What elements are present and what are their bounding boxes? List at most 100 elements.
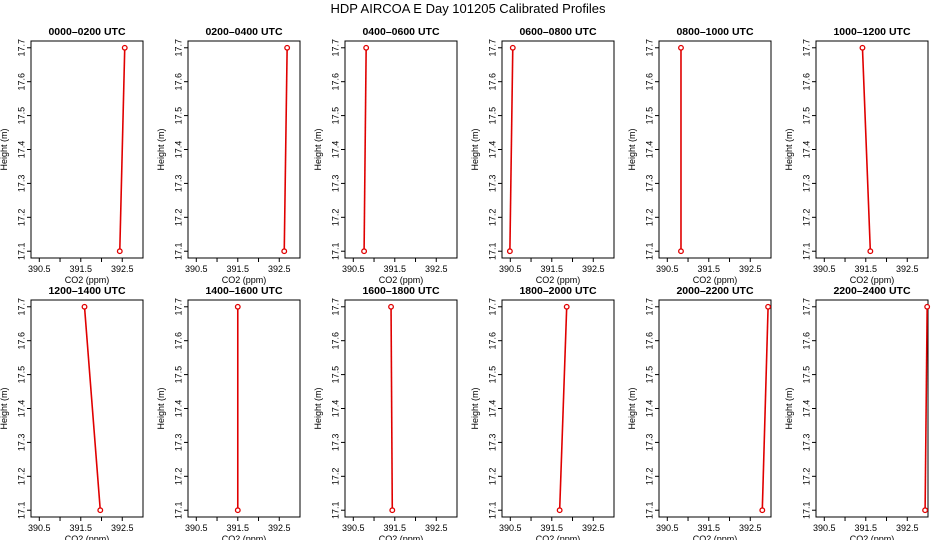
data-point xyxy=(116,248,123,255)
data-point xyxy=(678,248,684,255)
x-tick-label: 392.5 xyxy=(896,264,919,274)
x-tick-label: 392.5 xyxy=(582,264,605,274)
y-tick-label: 17.1 xyxy=(16,501,26,519)
y-axis-label: Height (m) xyxy=(784,387,794,429)
x-tick-label: 392.5 xyxy=(111,523,134,533)
y-tick-label: 17.4 xyxy=(487,400,497,418)
y-tick-label: 17.1 xyxy=(330,501,340,519)
plot-frame xyxy=(815,299,929,518)
y-tick-label: 17.7 xyxy=(173,298,183,316)
plot-frame xyxy=(815,40,929,259)
x-tick-label: 390.5 xyxy=(813,264,836,274)
chart-main-title: HDP AIRCOA E Day 101205 Calibrated Profi… xyxy=(330,1,606,16)
profile-line xyxy=(509,47,514,252)
x-tick-label: 392.5 xyxy=(582,523,605,533)
y-tick-label: 17.1 xyxy=(801,501,811,519)
y-axis-label: Height (m) xyxy=(627,387,637,429)
x-tick-label: 390.5 xyxy=(499,523,522,533)
panel-title: 1600–1800 UTC xyxy=(362,285,439,297)
x-tick-label: 392.5 xyxy=(425,523,448,533)
y-tick-label: 17.3 xyxy=(16,434,26,452)
y-tick-label: 17.7 xyxy=(644,298,654,316)
x-axis-label: CO2 (ppm) xyxy=(222,534,267,540)
y-tick-label: 17.1 xyxy=(644,501,654,519)
data-point xyxy=(922,507,929,514)
y-tick-label: 17.4 xyxy=(16,141,26,159)
y-tick-label: 17.4 xyxy=(173,141,183,159)
y-tick-label: 17.3 xyxy=(644,434,654,452)
y-axis-label: Height (m) xyxy=(0,128,9,170)
data-point xyxy=(234,507,241,514)
x-tick-label: 391.5 xyxy=(227,264,250,274)
y-tick-label: 17.5 xyxy=(173,107,183,125)
y-tick-label: 17.2 xyxy=(801,468,811,486)
y-tick-label: 17.4 xyxy=(487,141,497,159)
y-tick-label: 17.2 xyxy=(16,209,26,227)
profile-line xyxy=(861,47,872,252)
y-tick-label: 17.7 xyxy=(801,39,811,57)
x-tick-label: 391.5 xyxy=(855,523,878,533)
y-tick-label: 17.3 xyxy=(330,175,340,193)
plot-frame xyxy=(501,299,615,518)
y-tick-label: 17.3 xyxy=(801,434,811,452)
y-axis-label: Height (m) xyxy=(156,387,166,429)
x-tick-label: 391.5 xyxy=(541,523,564,533)
profile-line xyxy=(283,47,288,252)
y-tick-label: 17.5 xyxy=(487,366,497,384)
y-tick-label: 17.2 xyxy=(487,209,497,227)
profile-line xyxy=(118,47,126,252)
y-tick-label: 17.6 xyxy=(16,332,26,350)
x-tick-label: 391.5 xyxy=(855,264,878,274)
x-tick-label: 391.5 xyxy=(541,264,564,274)
x-tick-label: 391.5 xyxy=(70,523,93,533)
panel-title: 1800–2000 UTC xyxy=(519,285,596,297)
plot-frame xyxy=(658,299,772,518)
y-axis-label: Height (m) xyxy=(156,128,166,170)
plot-frame xyxy=(344,40,458,259)
y-tick-label: 17.7 xyxy=(644,39,654,57)
y-tick-label: 17.2 xyxy=(644,209,654,227)
y-tick-label: 17.7 xyxy=(330,39,340,57)
x-tick-label: 390.5 xyxy=(185,523,208,533)
data-point xyxy=(121,44,128,51)
panel-title: 0600–0800 UTC xyxy=(519,26,596,38)
plot-frame xyxy=(344,299,458,518)
y-tick-label: 17.6 xyxy=(644,332,654,350)
y-tick-label: 17.5 xyxy=(173,366,183,384)
data-point xyxy=(361,248,368,255)
x-tick-label: 392.5 xyxy=(739,523,762,533)
data-point xyxy=(81,303,88,310)
x-tick-label: 390.5 xyxy=(656,523,679,533)
panel-title: 1000–1200 UTC xyxy=(833,26,910,38)
y-tick-label: 17.4 xyxy=(330,141,340,159)
x-tick-label: 390.5 xyxy=(813,523,836,533)
y-tick-label: 17.7 xyxy=(487,39,497,57)
x-tick-label: 392.5 xyxy=(268,523,291,533)
y-axis-label: Height (m) xyxy=(313,387,323,429)
y-tick-label: 17.3 xyxy=(173,434,183,452)
panel-title: 0200–0400 UTC xyxy=(205,26,282,38)
y-tick-label: 17.5 xyxy=(330,107,340,125)
data-point xyxy=(363,44,370,51)
x-axis-label: CO2 (ppm) xyxy=(536,534,581,540)
y-tick-label: 17.7 xyxy=(173,39,183,57)
y-tick-label: 17.2 xyxy=(487,468,497,486)
y-tick-label: 17.2 xyxy=(330,209,340,227)
y-tick-label: 17.6 xyxy=(173,73,183,91)
profile-line xyxy=(558,306,568,511)
y-tick-label: 17.4 xyxy=(173,400,183,418)
y-tick-label: 17.5 xyxy=(16,107,26,125)
y-tick-label: 17.6 xyxy=(330,332,340,350)
y-tick-label: 17.4 xyxy=(801,141,811,159)
data-point xyxy=(556,507,563,514)
plot-frame xyxy=(187,40,301,259)
panel-title: 2000–2200 UTC xyxy=(676,285,753,297)
y-tick-label: 17.1 xyxy=(644,242,654,260)
x-axis-label: CO2 (ppm) xyxy=(65,275,110,285)
y-tick-label: 17.7 xyxy=(16,298,26,316)
profile-line xyxy=(761,306,769,511)
y-tick-label: 17.7 xyxy=(487,298,497,316)
data-point xyxy=(765,303,772,310)
y-tick-label: 17.3 xyxy=(173,175,183,193)
y-axis-label: Height (m) xyxy=(0,387,9,429)
